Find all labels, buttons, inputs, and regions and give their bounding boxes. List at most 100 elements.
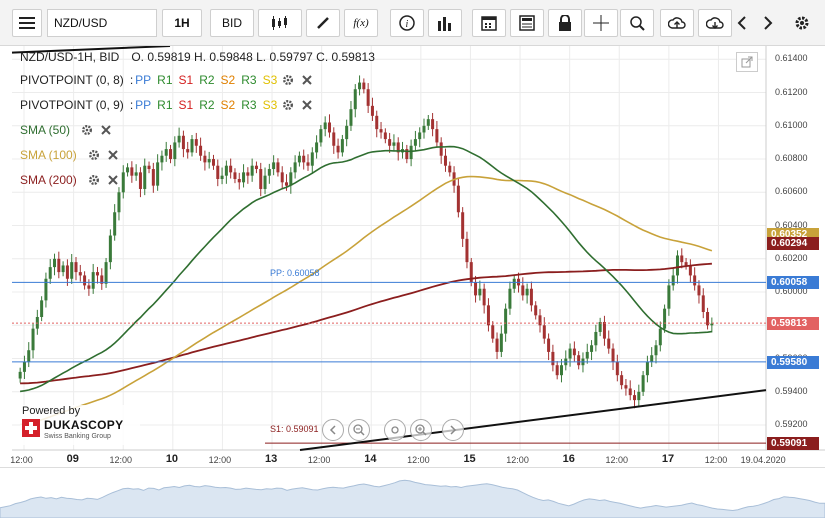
navigator-strip[interactable] <box>0 467 825 518</box>
candle-body <box>78 272 82 276</box>
candle-body <box>259 169 263 189</box>
sma50-settings-icon[interactable] <box>80 123 94 137</box>
pp-line-label: PP: 0.60058 <box>270 268 320 278</box>
sma200-label: SMA (200) <box>20 173 77 187</box>
pivot1-s2: S2 <box>220 73 236 87</box>
candle-body <box>594 331 598 346</box>
candle-body <box>121 172 125 193</box>
candle-body <box>108 235 112 263</box>
download-button[interactable] <box>698 9 732 37</box>
settings-button[interactable] <box>790 9 814 37</box>
timeframe-button[interactable]: 1H <box>162 9 202 37</box>
pivot1-sep: : <box>129 73 134 87</box>
candle-body <box>160 155 164 163</box>
indicators-button[interactable]: f(x) <box>344 9 378 37</box>
candle-body <box>392 142 396 146</box>
candle-body <box>499 333 503 352</box>
candle-body <box>448 165 452 173</box>
price-side-button[interactable]: BID <box>210 9 254 37</box>
candle-body <box>469 262 473 283</box>
pivot2-r2: R2 <box>199 98 215 112</box>
scroll-right-button[interactable] <box>756 9 780 37</box>
zoom-next-button[interactable] <box>442 419 464 441</box>
price-chart[interactable] <box>0 46 825 467</box>
sma200-close-icon[interactable] <box>107 174 119 186</box>
chevron-right-icon <box>450 425 457 435</box>
scroll-left-button[interactable] <box>730 9 754 37</box>
candle-body <box>130 167 134 176</box>
candle-body <box>688 265 692 276</box>
pivot1-settings-icon[interactable] <box>281 73 295 87</box>
candle-body <box>663 308 667 329</box>
candle-body <box>315 142 319 153</box>
zoom-out-button[interactable] <box>348 419 370 441</box>
candle-body <box>710 323 714 326</box>
pivot2-label: PIVOTPOINT (0, 9) <box>20 98 124 112</box>
upload-button[interactable] <box>660 9 694 37</box>
candle-body <box>250 165 254 176</box>
candle-body <box>379 129 383 133</box>
lock-button[interactable] <box>548 9 582 37</box>
calendar-button[interactable] <box>472 9 506 37</box>
volume-button[interactable] <box>428 9 462 37</box>
arrow-right-icon <box>764 16 773 30</box>
candle-body <box>633 395 637 401</box>
candle-body <box>706 312 710 326</box>
candle-body <box>267 169 271 176</box>
candle-body <box>486 305 490 326</box>
candle-body <box>237 179 241 183</box>
sma200-settings-icon[interactable] <box>87 173 101 187</box>
volume-icon <box>438 17 451 31</box>
legend-pivot1: PIVOTPOINT (0, 8) : PP R1 S1 R2 S2 R3 S3 <box>20 72 313 88</box>
sma100-close-icon[interactable] <box>107 149 119 161</box>
candle-body <box>568 348 572 359</box>
candle-body <box>242 172 246 183</box>
legend-ohlc: O. 0.59819 H. 0.59848 L. 0.59797 C. 0.59… <box>131 50 375 64</box>
candle-body <box>607 338 611 349</box>
candle-body <box>383 132 387 140</box>
crosshair-button[interactable] <box>584 9 618 37</box>
price-tick: 0.61200 <box>775 86 808 97</box>
sma50-close-icon[interactable] <box>100 124 112 136</box>
cloud-upload-icon <box>668 17 686 29</box>
pivot2-settings-icon[interactable] <box>281 98 295 112</box>
draw-button[interactable] <box>306 9 340 37</box>
time-tick: 12:00 <box>704 455 728 465</box>
candle-body <box>474 282 478 296</box>
time-tick: 12:00 <box>506 455 529 465</box>
price-tick: 0.59400 <box>775 385 808 396</box>
zoom-tool-button[interactable] <box>620 9 654 37</box>
candle-body <box>508 288 512 309</box>
news-button[interactable] <box>510 9 544 37</box>
candle-body <box>306 162 310 166</box>
sma100-settings-icon[interactable] <box>87 148 101 162</box>
candle-body <box>186 149 190 153</box>
candle-body <box>61 265 65 273</box>
candle-body <box>87 285 91 289</box>
candle-body <box>426 119 430 126</box>
candle-body <box>684 262 688 266</box>
svg-text:i: i <box>406 19 409 30</box>
candle-body <box>559 365 563 376</box>
price-tick: 0.60400 <box>775 219 808 230</box>
calendar-icon <box>481 16 497 31</box>
zoom-prev-button[interactable] <box>322 419 344 441</box>
trendline-top <box>11 46 171 54</box>
symbol-input[interactable] <box>47 9 157 37</box>
pivot2-close-icon[interactable] <box>301 99 313 111</box>
time-tick-day: 16 <box>562 453 575 465</box>
candle-body <box>336 145 340 153</box>
candle-body <box>375 115 379 130</box>
menu-button[interactable] <box>12 9 42 37</box>
zoom-in-button[interactable] <box>410 419 432 441</box>
info-button[interactable]: i <box>390 9 424 37</box>
zoom-reset-button[interactable] <box>384 419 406 441</box>
candle-body <box>615 361 619 376</box>
candle-body <box>641 375 645 392</box>
expand-button[interactable] <box>736 52 758 72</box>
candle-body <box>598 321 602 332</box>
pivot1-close-icon[interactable] <box>301 74 313 86</box>
chart-type-button[interactable] <box>258 9 302 37</box>
candle-body <box>74 262 78 273</box>
candle-body <box>396 142 400 153</box>
